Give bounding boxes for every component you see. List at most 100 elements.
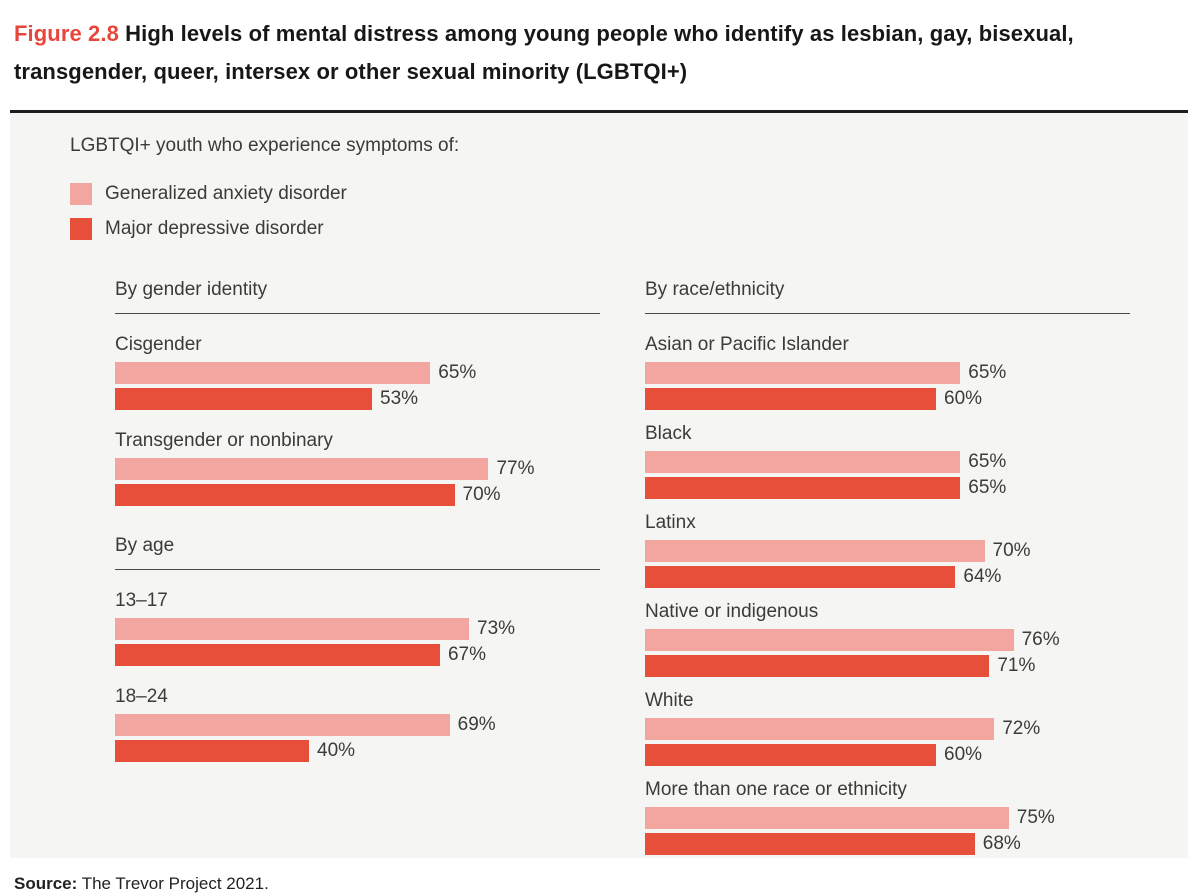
figure-title: Figure 2.8 High levels of mental distres… xyxy=(0,0,1200,91)
chart-column-right: By race/ethnicity Asian or Pacific Island… xyxy=(645,278,1130,855)
anxiety-bar-value: 69% xyxy=(457,714,496,735)
depression-bar-value: 70% xyxy=(462,484,501,505)
anxiety-bar-value: 65% xyxy=(968,362,1007,383)
anxiety-bar-value: 65% xyxy=(968,451,1007,472)
depression-bar-row: 60% xyxy=(645,388,1130,410)
source-prefix: Source: xyxy=(14,874,78,893)
category-label: More than one race or ethnicity xyxy=(645,779,907,800)
depression-bar-value: 60% xyxy=(944,388,983,409)
figure-title-text: High levels of mental distress among you… xyxy=(14,21,1074,84)
section-heading: By age xyxy=(115,534,600,570)
depression-bar-row: 67% xyxy=(115,644,600,666)
anxiety-bar xyxy=(645,362,961,384)
depression-bar-value: 68% xyxy=(982,833,1021,854)
depression-bar-value: 53% xyxy=(380,388,419,409)
chart-section: By gender identity Cisgender 65% 53% Transge… xyxy=(115,278,600,506)
category-label: White xyxy=(645,690,694,711)
legend-item-anxiety: Generalized anxiety disorder xyxy=(70,183,1130,205)
category: Transgender or nonbinary 77% 70% xyxy=(115,430,600,506)
category-label: Transgender or nonbinary xyxy=(115,430,333,451)
anxiety-bar-row: 65% xyxy=(645,451,1130,473)
section-heading: By gender identity xyxy=(115,278,600,314)
anxiety-bar-value: 73% xyxy=(477,618,516,639)
depression-bar xyxy=(645,655,990,677)
anxiety-bar xyxy=(645,629,1014,651)
anxiety-bar-row: 65% xyxy=(645,362,1130,384)
category-label: Cisgender xyxy=(115,334,202,355)
anxiety-bar-row: 73% xyxy=(115,618,600,640)
category-label: 13–17 xyxy=(115,590,168,611)
category-label: Latinx xyxy=(645,512,696,533)
category-label: Black xyxy=(645,423,692,444)
depression-bar-row: 60% xyxy=(645,744,1130,766)
depression-bar xyxy=(115,644,440,666)
depression-bar-row: 68% xyxy=(645,833,1130,855)
chart-section: By race/ethnicity Asian or Pacific Island… xyxy=(645,278,1130,855)
figure-number-label: Figure 2.8 xyxy=(14,21,119,46)
depression-bar xyxy=(115,740,309,762)
anxiety-bar-value: 72% xyxy=(1002,718,1041,739)
category: Latinx 70% 64% xyxy=(645,512,1130,588)
depression-bar-value: 65% xyxy=(968,477,1007,498)
anxiety-bar-value: 70% xyxy=(992,540,1031,561)
depression-bar-row: 53% xyxy=(115,388,600,410)
anxiety-bar xyxy=(645,540,985,562)
chart-column-left: By gender identity Cisgender 65% 53% Transge… xyxy=(115,278,600,855)
category-label: Native or indigenous xyxy=(645,601,819,622)
category: 18–24 69% 40% xyxy=(115,686,600,762)
anxiety-bar-row: 65% xyxy=(115,362,600,384)
depression-bar-row: 65% xyxy=(645,477,1130,499)
depression-bar-value: 40% xyxy=(317,740,356,761)
anxiety-bar xyxy=(115,362,431,384)
anxiety-bar xyxy=(645,451,961,473)
depression-bar xyxy=(645,744,936,766)
section-heading: By race/ethnicity xyxy=(645,278,1130,314)
anxiety-bar-value: 75% xyxy=(1016,807,1055,828)
chart-intro-text: LGBTQI+ youth who experience symptoms of… xyxy=(70,135,460,156)
category-label: Asian or Pacific Islander xyxy=(645,334,849,355)
chart-legend: Generalized anxiety disorder Major depre… xyxy=(70,183,1130,240)
anxiety-bar xyxy=(645,807,1009,829)
category: Asian or Pacific Islander 65% 60% xyxy=(645,334,1130,410)
depression-bar-row: 71% xyxy=(645,655,1130,677)
depression-bar xyxy=(645,566,956,588)
anxiety-bar-value: 76% xyxy=(1021,629,1060,650)
anxiety-bar xyxy=(115,714,450,736)
depression-bar-row: 64% xyxy=(645,566,1130,588)
legend-item-depression: Major depressive disorder xyxy=(70,218,1130,240)
anxiety-bar-row: 77% xyxy=(115,458,600,480)
chart-panel: LGBTQI+ youth who experience symptoms of… xyxy=(10,110,1188,858)
depression-bar-value: 60% xyxy=(944,744,983,765)
anxiety-bar-value: 65% xyxy=(438,362,477,383)
category: Black 65% 65% xyxy=(645,423,1130,499)
depression-bar xyxy=(115,484,455,506)
depression-bar-row: 40% xyxy=(115,740,600,762)
category-label: 18–24 xyxy=(115,686,168,707)
anxiety-legend-swatch xyxy=(70,183,92,205)
anxiety-bar xyxy=(115,458,489,480)
category: More than one race or ethnicity 75% 68% xyxy=(645,779,1130,855)
depression-legend-swatch xyxy=(70,218,92,240)
source-text: The Trevor Project 2021. xyxy=(81,874,269,893)
depression-bar xyxy=(115,388,373,410)
category: White 72% 60% xyxy=(645,690,1130,766)
category: Native or indigenous 76% 71% xyxy=(645,601,1130,677)
depression-bar xyxy=(645,477,961,499)
legend-label: Generalized anxiety disorder xyxy=(105,183,347,204)
depression-bar xyxy=(645,388,936,410)
category: 13–17 73% 67% xyxy=(115,590,600,666)
depression-bar-row: 70% xyxy=(115,484,600,506)
depression-bar-value: 67% xyxy=(447,644,486,665)
anxiety-bar xyxy=(645,718,995,740)
anxiety-bar-row: 76% xyxy=(645,629,1130,651)
depression-bar xyxy=(645,833,975,855)
anxiety-bar-row: 72% xyxy=(645,718,1130,740)
chart-columns: By gender identity Cisgender 65% 53% Transge… xyxy=(115,278,1130,855)
anxiety-bar xyxy=(115,618,470,640)
source-line: Source: The Trevor Project 2021. xyxy=(14,874,1200,894)
chart-section: By age 13–17 73% 67% 18–24 69% 40% xyxy=(115,534,600,762)
anxiety-bar-row: 75% xyxy=(645,807,1130,829)
category: Cisgender 65% 53% xyxy=(115,334,600,410)
anxiety-bar-row: 69% xyxy=(115,714,600,736)
depression-bar-value: 64% xyxy=(963,566,1002,587)
